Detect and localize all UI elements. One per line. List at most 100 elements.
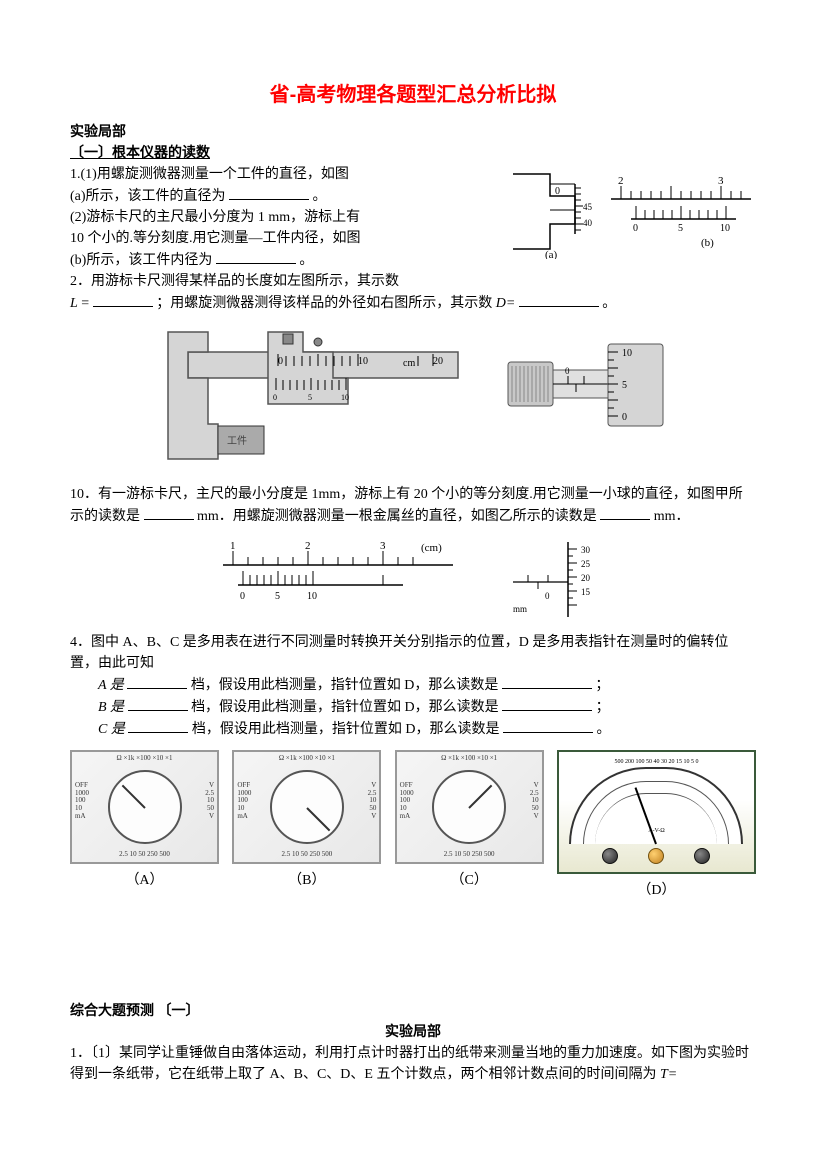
q4-labelA: （A） [70,870,219,891]
q1-blank2 [216,249,296,264]
knob-icon [694,848,710,864]
q1-figB: 2 3 0 5 10 (b) [606,174,756,259]
svg-text:cm: cm [403,358,415,369]
q4-semiA: ； [595,678,609,693]
q4-figA: Ω ×1k ×100 ×10 ×1 OFF 1000 100 10 mA V 2… [70,750,219,864]
svg-text:3: 3 [380,540,386,552]
q4-figB: Ω ×1k ×100 ×10 ×1 OFF 1000 100 10 mA V 2… [232,750,381,864]
section-big: 综合大题预测 〔一〕 [70,1001,756,1022]
q4-periodC: 。 [596,722,610,737]
svg-text:15: 15 [581,587,591,597]
svg-text:2: 2 [305,540,311,552]
q4-figD: 500 200 100 50 40 30 20 15 10 5 0 A-V-Ω [557,750,756,874]
q4-labelB: （B） [232,870,381,891]
q4-C-mid: 档，假设用此档测量，指针位置如 D，那么读数是 [192,722,500,737]
svg-text:0: 0 [273,393,277,402]
q10-blank1 [144,505,194,520]
svg-text:mm: mm [513,604,527,614]
svg-text:5: 5 [308,393,312,402]
svg-text:0: 0 [545,591,550,601]
q4-text: 4．图中 A、B、C 是多用表在进行不同测量时转换开关分别指示的位置，D 是多用… [70,632,756,674]
svg-text:0: 0 [633,223,638,234]
dial-icon [108,770,182,844]
svg-text:1: 1 [230,540,236,552]
page-title: 省-高考物理各题型汇总分析比拟 [70,80,756,110]
svg-text:10: 10 [622,348,632,359]
svg-text:0: 0 [278,356,283,367]
svg-text:5: 5 [622,380,627,391]
q4-C-pre: C 是 [98,722,125,737]
svg-text:25: 25 [581,559,591,569]
section-big-exp: 实验局部 [70,1022,756,1043]
svg-text:30: 30 [581,545,591,555]
svg-text:5: 5 [275,591,280,602]
svg-text:3: 3 [718,175,724,187]
q4-figC: Ω ×1k ×100 ×10 ×1 OFF 1000 100 10 mA V 2… [395,750,544,864]
svg-text:10: 10 [341,393,349,402]
svg-text:20: 20 [581,573,591,583]
svg-text:45: 45 [583,202,593,212]
svg-text:2: 2 [618,175,624,187]
svg-text:40: 40 [583,218,593,228]
q4-blankC2 [503,718,593,733]
svg-text:0: 0 [565,366,570,376]
q1-blank1 [229,185,309,200]
q1-line2: (a)所示，该工件的直径为 [70,189,226,204]
q4-B-mid: 档，假设用此档测量，指针位置如 D，那么读数是 [191,700,499,715]
q1-line4: 10 个小的.等分刻度.用它测量—工件内径，如图 [70,228,495,249]
q4-blankB1 [128,696,188,711]
q2-eq1: = [81,296,89,311]
meter-arc-icon: A-V-Ω [569,767,743,844]
q1-line1: 1.(1)用螺旋测微器测量一个工件的直径，如图 [70,164,495,185]
q10-micrometer: 0 mm 30 25 20 15 [503,537,623,622]
q4-labelD: （D） [557,880,756,901]
q4-labelC: （C） [395,870,544,891]
dial-icon [270,770,344,844]
q2-line2b: ；用螺旋测微器测得该样品的外径如右图所示，其示数 [156,296,496,311]
svg-text:0: 0 [555,186,560,197]
q4-B-pre: B 是 [98,700,124,715]
svg-text:10: 10 [720,223,730,234]
q4-blankC1 [128,718,188,733]
section-experiment: 实验局部 [70,122,756,143]
q2-blank2 [519,292,599,307]
q4-blankA1 [127,674,187,689]
q1-figA: 0 45 40 (a) [505,164,600,259]
qbig1-T: T= [660,1067,677,1082]
svg-text:20: 20 [433,356,443,367]
q4-semiB: ； [596,700,610,715]
q1-figures: 0 45 40 (a) 2 3 [505,164,756,259]
svg-text:0: 0 [240,591,245,602]
q4-A-pre: A 是 [98,678,124,693]
q10-caliper: 1 2 3 (cm) 0 5 10 [203,537,473,617]
knob-icon [648,848,664,864]
q2-line1: 2．用游标卡尺测得某样品的长度如左图所示，其示数 [70,271,756,292]
dial-icon [432,770,506,844]
q2-blank1 [93,292,153,307]
svg-text:(cm): (cm) [421,542,442,554]
q4-blankB2 [502,696,592,711]
q1-period1: 。 [313,189,327,204]
knob-icon [602,848,618,864]
q1-line3: (2)游标卡尺的主尺最小分度为 1 mm，游标上有 [70,207,495,228]
q4-blankA2 [502,674,592,689]
q2-D: D= [496,296,516,311]
q2-caliper: 0 10 20 cm 0 [148,324,468,474]
q2-L: L [70,296,78,311]
svg-text:工件: 工件 [227,435,247,447]
svg-text:(a): (a) [545,249,558,259]
svg-text:0: 0 [622,412,627,423]
q10-blank2 [600,505,650,520]
q4-A-mid: 档，假设用此档测量，指针位置如 D，那么读数是 [191,678,499,693]
q2-period: 。 [602,296,616,311]
q1-line5: (b)所示，该工件内径为 [70,253,212,268]
svg-text:(b): (b) [701,237,714,249]
section-1: 〔一〕根本仪器的读数 [70,143,756,164]
q2-micrometer: 0 10 5 0 [498,324,678,444]
qbig1-text: 1．〔1〕某同学让重锤做自由落体运动，利用打点计时器打出的纸带来测量当地的重力加… [70,1046,749,1082]
q10-unitb: mm． [654,509,690,524]
svg-text:10: 10 [358,356,368,367]
q1-period2: 。 [299,253,313,268]
svg-text:10: 10 [307,591,317,602]
q10-unita: mm．用螺旋测微器测量一根金属丝的直径，如图乙所示的读数是 [197,509,597,524]
